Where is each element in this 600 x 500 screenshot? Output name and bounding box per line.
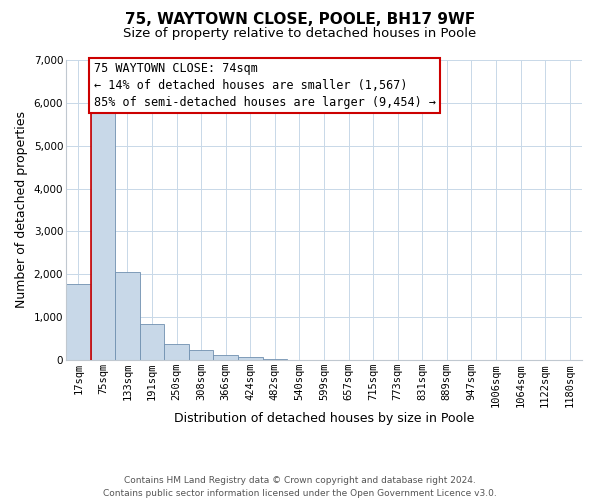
Text: 75 WAYTOWN CLOSE: 74sqm
← 14% of detached houses are smaller (1,567)
85% of semi: 75 WAYTOWN CLOSE: 74sqm ← 14% of detache… bbox=[94, 62, 436, 109]
Bar bbox=[164, 344, 189, 360]
Y-axis label: Number of detached properties: Number of detached properties bbox=[15, 112, 28, 308]
Bar bbox=[115, 272, 140, 360]
Bar bbox=[214, 355, 238, 360]
Text: Size of property relative to detached houses in Poole: Size of property relative to detached ho… bbox=[124, 28, 476, 40]
Bar bbox=[263, 358, 287, 360]
Text: 75, WAYTOWN CLOSE, POOLE, BH17 9WF: 75, WAYTOWN CLOSE, POOLE, BH17 9WF bbox=[125, 12, 475, 28]
Bar bbox=[189, 350, 214, 360]
Bar bbox=[140, 324, 164, 360]
Text: Contains HM Land Registry data © Crown copyright and database right 2024.
Contai: Contains HM Land Registry data © Crown c… bbox=[103, 476, 497, 498]
Bar bbox=[66, 284, 91, 360]
Bar bbox=[238, 357, 263, 360]
Bar bbox=[91, 112, 115, 360]
X-axis label: Distribution of detached houses by size in Poole: Distribution of detached houses by size … bbox=[174, 412, 474, 425]
